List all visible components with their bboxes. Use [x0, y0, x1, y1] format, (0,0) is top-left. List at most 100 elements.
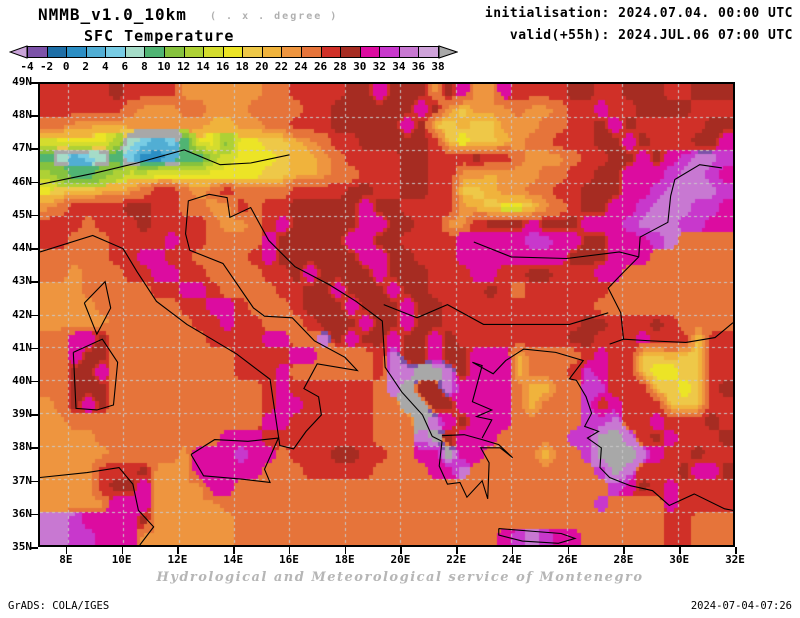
lon-tick-label: 18E [334, 553, 355, 566]
colorbar-cell [281, 46, 302, 58]
lat-tick-label: 48N [12, 108, 32, 122]
lon-tick-mark [567, 547, 570, 554]
lat-tick-label: 41N [12, 340, 32, 354]
colorbar-cell [105, 46, 126, 58]
lon-tick-label: 30E [669, 553, 690, 566]
colorbar-cell [261, 46, 283, 58]
colorbar-cell [359, 46, 381, 58]
colorbar-cell [301, 46, 322, 58]
map-plot-area [38, 82, 735, 547]
lon-tick-label: 14E [223, 553, 244, 566]
lon-tick-mark [679, 547, 681, 554]
lat-tick-label: 46N [12, 174, 32, 188]
colorbar-tick-label: 34 [392, 60, 406, 73]
colorbar-tick-label: 6 [121, 60, 129, 73]
colorbar-tick-label: 4 [101, 60, 109, 73]
colorbar-tick-label: -4 [20, 60, 34, 73]
temperature-field-canvas [40, 84, 733, 545]
lat-tick-label: 42N [12, 307, 32, 321]
lat-tick-mark [31, 480, 38, 483]
model-subtitle: ( . x . degree ) [210, 11, 339, 22]
temperature-colorbar: -4 -2 0 2 4 6 8 10 12 14 16 18 20 22 24 26 28 30 32 34 36 38 [0, 0, 800, 80]
colorbar-tick-label: 36 [411, 60, 426, 73]
colorbar-tick-label: 24 [294, 60, 308, 73]
lat-tick-mark [31, 414, 38, 416]
lon-tick-mark [735, 547, 737, 554]
lat-tick-label: 44N [12, 241, 32, 255]
lat-tick-label: 47N [12, 141, 32, 155]
colorbar-tick-label: 0 [62, 60, 70, 73]
colorbar-tick-label: 2 [82, 60, 90, 73]
colorbar-tick-label: 32 [372, 60, 386, 73]
colorbar-cell [144, 46, 165, 58]
lon-tick-label: 26E [557, 553, 578, 566]
lon-tick-mark [511, 547, 514, 554]
variable-title: SFC Temperature [84, 27, 235, 45]
lon-tick-label: 10E [111, 553, 132, 566]
model-title: NMMB_v1.0_10km [38, 5, 187, 24]
lon-tick-mark [233, 547, 235, 554]
colorbar-over-arrow-icon [438, 45, 458, 59]
lat-tick-label: 40N [12, 373, 32, 387]
colorbar-cell [124, 46, 146, 58]
lat-tick-label: 39N [12, 407, 32, 421]
lon-tick-label: 8E [59, 553, 73, 566]
lon-tick-label: 28E [613, 553, 634, 566]
lat-tick-mark [31, 115, 38, 117]
lon-tick-label: 22E [446, 553, 467, 566]
lon-tick-mark [400, 547, 402, 554]
lon-tick-mark [344, 547, 347, 554]
lon-tick-mark [177, 547, 179, 554]
lon-tick-mark [121, 547, 124, 554]
lat-tick-label: 35N [12, 540, 32, 553]
lon-tick-label: 20E [390, 553, 411, 566]
lat-tick-mark [31, 447, 38, 449]
colorbar-tick-label: -2 [39, 60, 54, 73]
colorbar-cell [203, 46, 224, 58]
lat-tick-mark [31, 347, 38, 350]
colorbar-cell [320, 46, 342, 58]
colorbar-cell [340, 46, 361, 58]
colorbar-cell [398, 46, 420, 58]
plot-timestamp: 2024-07-04-07:26 [690, 600, 792, 612]
lat-tick-mark [31, 547, 38, 549]
colorbar-cell [46, 46, 68, 58]
grads-credit: GrADS: COLA/IGES [8, 600, 110, 612]
lat-tick-mark [31, 513, 38, 516]
colorbar-tick-label: 38 [431, 60, 445, 73]
colorbar-tick-label: 28 [333, 60, 347, 73]
lat-tick-mark [31, 314, 38, 316]
colorbar-cell [183, 46, 205, 58]
lon-tick-mark [623, 547, 625, 554]
lat-tick-mark [31, 380, 38, 383]
colorbar-tick-label: 20 [255, 60, 269, 73]
lat-tick-label: 45N [12, 207, 32, 221]
lat-tick-label: 49N [12, 75, 32, 88]
colorbar-tick-label: 18 [235, 60, 249, 73]
colorbar-tick-label: 26 [313, 60, 328, 73]
colorbar-cell [379, 46, 400, 58]
lat-tick-mark [31, 148, 38, 150]
lat-tick-label: 36N [12, 506, 32, 520]
colorbar-cell [418, 46, 439, 58]
colorbar-tick-label: 14 [196, 60, 210, 73]
colorbar-tick-label: 8 [141, 60, 148, 73]
colorbar-tick-label: 30 [353, 60, 367, 73]
colorbar-cell [164, 46, 185, 58]
lat-tick-label: 43N [12, 274, 32, 288]
lon-tick-mark [288, 547, 291, 554]
lat-tick-label: 37N [12, 473, 32, 487]
colorbar-cell [222, 46, 244, 58]
lon-tick-label: 24E [502, 553, 522, 566]
colorbar-cell [66, 46, 87, 58]
lon-tick-label: 32E [725, 553, 745, 566]
lon-tick-label: 12E [167, 553, 188, 566]
lat-tick-label: 38N [12, 440, 32, 454]
lon-tick-label: 16E [278, 553, 299, 566]
lon-tick-mark [456, 547, 458, 554]
lat-tick-mark [31, 248, 38, 250]
colorbar-tick-label: 12 [176, 60, 191, 73]
colorbar-tick-label: 22 [274, 60, 289, 73]
colorbar-cell [85, 46, 107, 58]
